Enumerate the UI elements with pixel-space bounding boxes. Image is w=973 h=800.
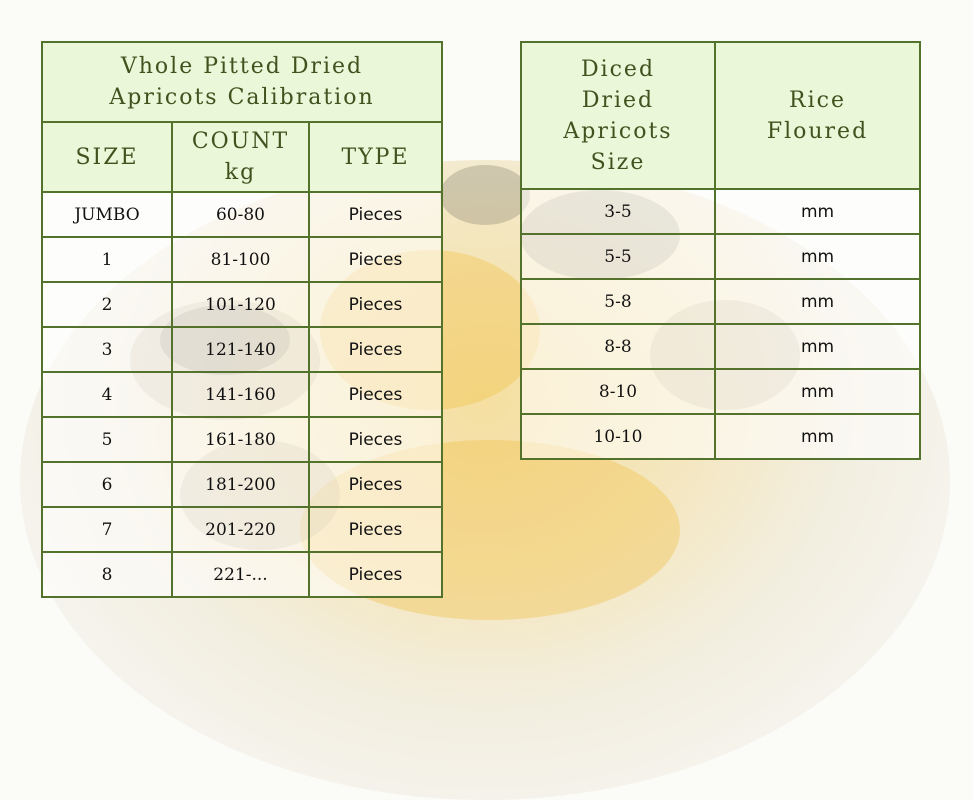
table-row: 8-8 mm [520,323,921,370]
type-cell: Pieces [308,371,443,418]
header-line: Rice [789,87,846,113]
diced-size-cell: 5-5 [520,233,716,280]
diced-size-cell: 8-8 [520,323,716,370]
table-title: Vhole Pitted Dried Apricots Calibration [41,41,443,123]
table-row: 2 101-120 Pieces [41,281,443,328]
size-cell: 1 [41,236,173,283]
diced-apricots-size-table: Diced Dried Apricots Size Rice Floured 3… [520,41,921,460]
diced-size-cell: 5-8 [520,278,716,325]
count-cell: 101-120 [171,281,310,328]
count-cell: 161-180 [171,416,310,463]
table-row: 5-5 mm [520,233,921,280]
size-cell: JUMBO [41,191,173,238]
diced-size-cell: 8-10 [520,368,716,415]
table-row: 5-8 mm [520,278,921,325]
header-line: COUNT [191,129,290,154]
count-cell: 60-80 [171,191,310,238]
column-header-diced-size: Diced Dried Apricots Size [520,41,716,190]
table-row: 6 181-200 Pieces [41,461,443,508]
size-cell: 4 [41,371,173,418]
count-cell: 201-220 [171,506,310,553]
type-cell: Pieces [308,506,443,553]
type-cell: Pieces [308,416,443,463]
size-cell: 7 [41,506,173,553]
type-cell: Pieces [308,236,443,283]
whole-apricots-calibration-table: Vhole Pitted Dried Apricots Calibration … [41,41,443,598]
table-row: 7 201-220 Pieces [41,506,443,553]
header-line: Size [590,149,646,175]
table-row: 5 161-180 Pieces [41,416,443,463]
table-row: 8 221-... Pieces [41,551,443,598]
table-row: 8-10 mm [520,368,921,415]
size-cell: 3 [41,326,173,373]
header-line: Diced [580,56,656,82]
table-row: JUMBO 60-80 Pieces [41,191,443,238]
column-header-rice-floured: Rice Floured [714,41,921,190]
header-line: Apricots [563,118,673,144]
header-line: Floured [766,118,869,144]
table-row: 10-10 mm [520,413,921,460]
type-cell: Pieces [308,281,443,328]
count-cell: 181-200 [171,461,310,508]
unit-cell: mm [714,368,921,415]
title-line: Apricots Calibration [109,85,375,110]
unit-cell: mm [714,413,921,460]
title-line: Vhole Pitted Dried [120,54,364,79]
count-cell: 81-100 [171,236,310,283]
size-cell: 6 [41,461,173,508]
type-cell: Pieces [308,326,443,373]
diced-size-cell: 3-5 [520,188,716,235]
column-header-size: SIZE [41,121,173,193]
column-header-count: COUNT kg [171,121,310,193]
size-cell: 5 [41,416,173,463]
type-cell: Pieces [308,461,443,508]
table-row: 4 141-160 Pieces [41,371,443,418]
size-cell: 2 [41,281,173,328]
background-olives [440,165,530,225]
unit-cell: mm [714,233,921,280]
unit-cell: mm [714,323,921,370]
type-cell: Pieces [308,551,443,598]
size-cell: 8 [41,551,173,598]
column-header-type: TYPE [308,121,443,193]
count-cell: 121-140 [171,326,310,373]
unit-cell: mm [714,278,921,325]
header-line: Dried [581,87,655,113]
count-cell: 141-160 [171,371,310,418]
table-row: 3 121-140 Pieces [41,326,443,373]
count-cell: 221-... [171,551,310,598]
table-row: 3-5 mm [520,188,921,235]
unit-cell: mm [714,188,921,235]
type-cell: Pieces [308,191,443,238]
header-line: kg [224,160,257,185]
table-row: 1 81-100 Pieces [41,236,443,283]
diced-size-cell: 10-10 [520,413,716,460]
